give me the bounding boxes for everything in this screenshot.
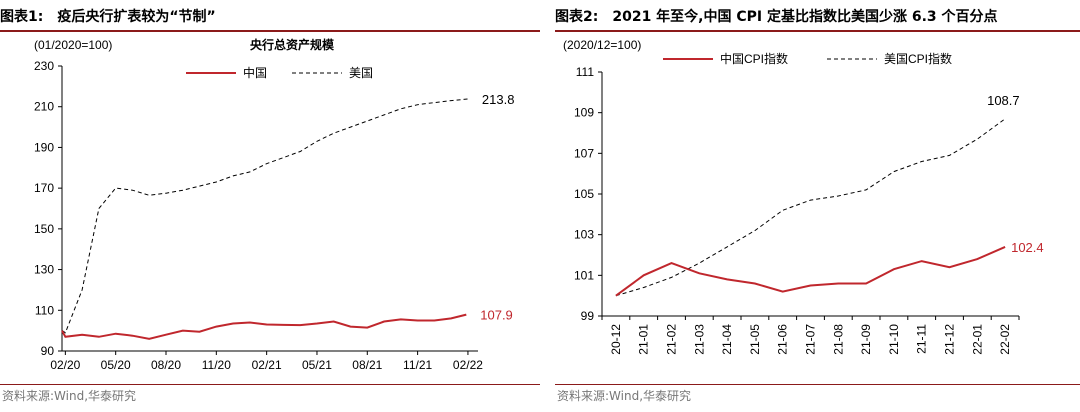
chart-subtitle: 央行总资产规模	[250, 37, 335, 52]
y-tick-label: 150	[34, 222, 54, 236]
x-tick-label: 11/21	[403, 358, 432, 372]
figure-2-chart: (2020/12=100) 99 101 103 105 107 109 111 20-12 21…	[563, 38, 1044, 355]
legend-label: 美国CPI指数	[884, 51, 952, 66]
x-tick-label: 21-02	[665, 324, 679, 355]
figure-2-number: 图表2:	[555, 9, 599, 25]
x-tick-label: 05/20	[101, 358, 131, 372]
series-us-line	[61, 98, 468, 334]
legend-label: 美国	[349, 66, 373, 80]
figure-1-source: 资料来源:Wind,华泰研究	[0, 384, 540, 406]
figure-1-chart: (01/2020=100) 央行总资产规模 90 110 130 150 170 190 210…	[34, 37, 515, 372]
y-tick-label: 101	[574, 268, 594, 282]
unit-label: (01/2020=100)	[34, 38, 112, 52]
x-tick-label: 21-06	[776, 324, 790, 355]
x-tick-label: 20-12	[609, 324, 623, 355]
x-tick-label: 21-04	[720, 324, 734, 355]
series-cn-line	[61, 313, 467, 340]
x-tick-label: 08/20	[151, 358, 181, 372]
x-tick-label: 21-05	[748, 324, 762, 355]
x-tick-label: 21-03	[692, 324, 706, 355]
y-tick-label: 103	[574, 228, 594, 242]
y-tick-label: 109	[574, 106, 594, 120]
figure-2-header: 图表2: 2021 年至今,中国 CPI 定基比指数比美国少涨 6.3 个百分点	[555, 4, 1080, 32]
y-tick-label: 90	[41, 344, 55, 358]
figure-2-source: 资料来源:Wind,华泰研究	[555, 384, 1080, 406]
x-tick-label: 21-12	[943, 324, 957, 355]
x-tick-label: 21-10	[887, 324, 901, 355]
x-tick-label: 21-11	[915, 324, 929, 354]
figure-1-header: 图表1: 疫后央行扩表较为“节制”	[0, 4, 540, 32]
x-tick-label: 22-01	[970, 324, 984, 355]
figure-1-number: 图表1:	[0, 9, 44, 25]
x-tick-label: 21-01	[637, 324, 651, 355]
data-label-end: 102.4	[1011, 240, 1044, 255]
y-tick-label: 105	[574, 187, 594, 201]
legend-label: 中国	[243, 65, 267, 80]
x-tick-label: 11/20	[202, 358, 231, 372]
x-tick-label: 21-07	[804, 324, 818, 355]
legend-label: 中国CPI指数	[720, 51, 788, 66]
x-tick-label: 22-02	[998, 324, 1012, 355]
y-tick-label: 230	[34, 59, 54, 73]
data-label-end: 213.8	[482, 92, 515, 107]
y-tick-label: 130	[34, 263, 54, 277]
x-tick-label: 02/21	[252, 358, 282, 372]
y-tick-label: 111	[576, 65, 595, 79]
y-tick-label: 99	[581, 309, 595, 323]
figure-1-panel: 图表1: 疫后央行扩表较为“节制” (01/2020=100) 央行总资产规模 90 1…	[0, 4, 540, 406]
figure-2-title: 2021 年至今,中国 CPI 定基比指数比美国少涨 6.3 个百分点	[612, 9, 998, 25]
series-cn-line	[615, 245, 1006, 297]
figure-1-title: 疫后央行扩表较为“节制”	[57, 9, 216, 25]
data-label-end: 107.9	[480, 308, 513, 323]
x-tick-label: 21-08	[831, 324, 845, 355]
y-tick-label: 170	[34, 181, 54, 195]
x-tick-label: 02/20	[50, 358, 80, 372]
figure-2-panel: 图表2: 2021 年至今,中国 CPI 定基比指数比美国少涨 6.3 个百分点 …	[555, 0, 1080, 412]
x-tick-label: 21-09	[859, 324, 873, 355]
y-tick-label: 190	[34, 140, 54, 154]
series-us-line	[615, 118, 1006, 297]
y-tick-label: 110	[35, 303, 54, 317]
y-tick-label: 107	[574, 146, 594, 160]
y-tick-label: 210	[34, 100, 54, 114]
x-tick-label: 08/21	[352, 358, 382, 372]
x-tick-label: 05/21	[302, 358, 332, 372]
data-label-end: 108.7	[987, 93, 1020, 108]
unit-label: (2020/12=100)	[563, 38, 641, 52]
x-tick-label: 02/22	[453, 358, 483, 372]
